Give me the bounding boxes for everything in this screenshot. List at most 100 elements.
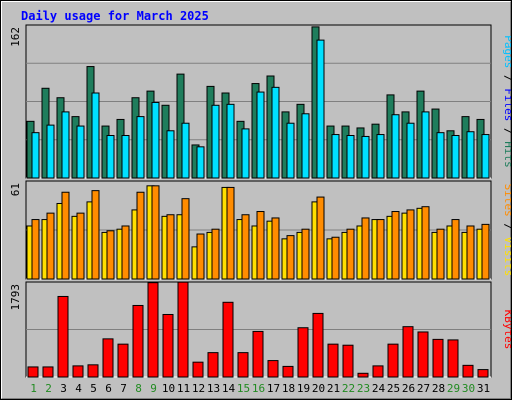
files-bar xyxy=(106,135,115,179)
hits-legend-hits: Hits xyxy=(502,141,511,168)
files-bar xyxy=(226,103,235,179)
files-bar-body xyxy=(211,104,220,179)
sites-bar-body xyxy=(451,219,460,280)
day-label: 17 xyxy=(267,382,280,395)
day-label: 16 xyxy=(252,382,265,395)
day-label: 12 xyxy=(192,382,205,395)
files-bar xyxy=(466,131,475,179)
kbytes-bar xyxy=(72,365,84,378)
files-bar-body xyxy=(421,111,430,179)
day-label: 15 xyxy=(237,382,250,395)
sites-bar xyxy=(121,225,130,280)
files-bar xyxy=(331,134,340,179)
sites-bar xyxy=(151,185,160,280)
day-label: 11 xyxy=(177,382,190,395)
sites-bar-body xyxy=(376,219,385,280)
sites-bar-body xyxy=(196,233,205,280)
day-label: 24 xyxy=(372,382,386,395)
visits-panel: 61 Sites / Visits xyxy=(9,180,511,280)
sites-bar xyxy=(451,219,460,280)
files-bar xyxy=(361,135,370,179)
sites-bar-body xyxy=(391,211,400,280)
kbytes-bar-body xyxy=(357,372,369,378)
sites-bar-body xyxy=(46,212,55,280)
sites-bar xyxy=(166,214,175,280)
sites-bar xyxy=(331,236,340,280)
day-label: 8 xyxy=(135,382,142,395)
sites-bar-body xyxy=(331,236,340,280)
kbytes-bar-body xyxy=(372,365,384,378)
files-bar xyxy=(76,125,85,179)
sites-bar xyxy=(76,212,85,280)
sites-bar-body xyxy=(406,209,415,280)
files-bar-body xyxy=(241,128,250,179)
kbytes-bar-body xyxy=(342,344,354,378)
sites-bar xyxy=(31,219,40,280)
day-label: 21 xyxy=(327,382,340,395)
chart-title: Daily usage for March 2025 xyxy=(21,9,209,23)
sites-bar-body xyxy=(166,214,175,280)
files-bar xyxy=(151,101,160,179)
kbytes-bar-body xyxy=(312,312,324,378)
sites-bar xyxy=(181,198,190,280)
kbytes-bar xyxy=(462,364,474,378)
sites-bar-body xyxy=(346,228,355,280)
files-bar-body xyxy=(226,103,235,179)
visits-legend-visits: Visits xyxy=(502,237,511,277)
files-bar xyxy=(91,92,100,179)
day-label: 2 xyxy=(45,382,52,395)
files-bar-body xyxy=(61,111,70,179)
files-bar-body xyxy=(166,130,175,179)
kbytes-panel: 1793 KBytes xyxy=(9,281,511,378)
day-label: 31 xyxy=(477,382,490,395)
sites-bar xyxy=(466,225,475,280)
kbytes-bar-body xyxy=(162,313,174,378)
sites-bar-body xyxy=(421,206,430,280)
day-label: 28 xyxy=(432,382,445,395)
kbytes-bar xyxy=(42,366,54,378)
sites-bar xyxy=(256,211,265,280)
kbytes-bar-body xyxy=(402,326,414,378)
sites-bar xyxy=(421,206,430,280)
kbytes-bar-body xyxy=(327,343,339,378)
sites-bar xyxy=(46,212,55,280)
files-bar xyxy=(451,135,460,179)
day-labels: 1 2 3 4 5 6 7 8 9 10 11 12 13 14 15 16 17 18 19 20 21 22 23 24 2… xyxy=(30,382,490,395)
kbytes-bar xyxy=(447,339,459,378)
day-label: 5 xyxy=(90,382,97,395)
sites-bar xyxy=(436,228,445,280)
files-bar-body xyxy=(91,92,100,179)
kbytes-bar xyxy=(222,301,234,378)
files-bar-body xyxy=(346,135,355,179)
sites-bar-body xyxy=(436,228,445,280)
sites-bar-body xyxy=(151,185,160,280)
files-bar-body xyxy=(436,132,445,179)
day-label: 14 xyxy=(222,382,236,395)
kbytes-bar xyxy=(57,295,69,378)
kbytes-bar xyxy=(27,366,39,378)
kbytes-bar-body xyxy=(432,338,444,378)
kbytes-bar-body xyxy=(102,338,114,378)
files-bar xyxy=(346,135,355,179)
sites-bar-body xyxy=(241,214,250,280)
kbytes-bar-body xyxy=(132,304,144,378)
sites-bar-body xyxy=(106,230,115,280)
files-bar xyxy=(121,135,130,179)
kbytes-bar-body xyxy=(57,295,69,378)
kbytes-bar-body xyxy=(237,352,249,378)
sites-bar-body xyxy=(481,223,490,280)
sites-bar xyxy=(286,235,295,280)
day-label: 27 xyxy=(417,382,430,395)
files-bar xyxy=(256,91,265,179)
day-label: 13 xyxy=(207,382,220,395)
kbytes-bar-body xyxy=(462,364,474,378)
visits-max-label: 61 xyxy=(9,183,22,196)
day-label: 22 xyxy=(342,382,355,395)
day-label: 20 xyxy=(312,382,325,395)
kbytes-bar-body xyxy=(267,360,279,378)
kbytes-max-label: 1793 xyxy=(9,284,22,311)
sites-bar-body xyxy=(466,225,475,280)
day-label: 10 xyxy=(162,382,175,395)
kbytes-bar xyxy=(237,352,249,378)
